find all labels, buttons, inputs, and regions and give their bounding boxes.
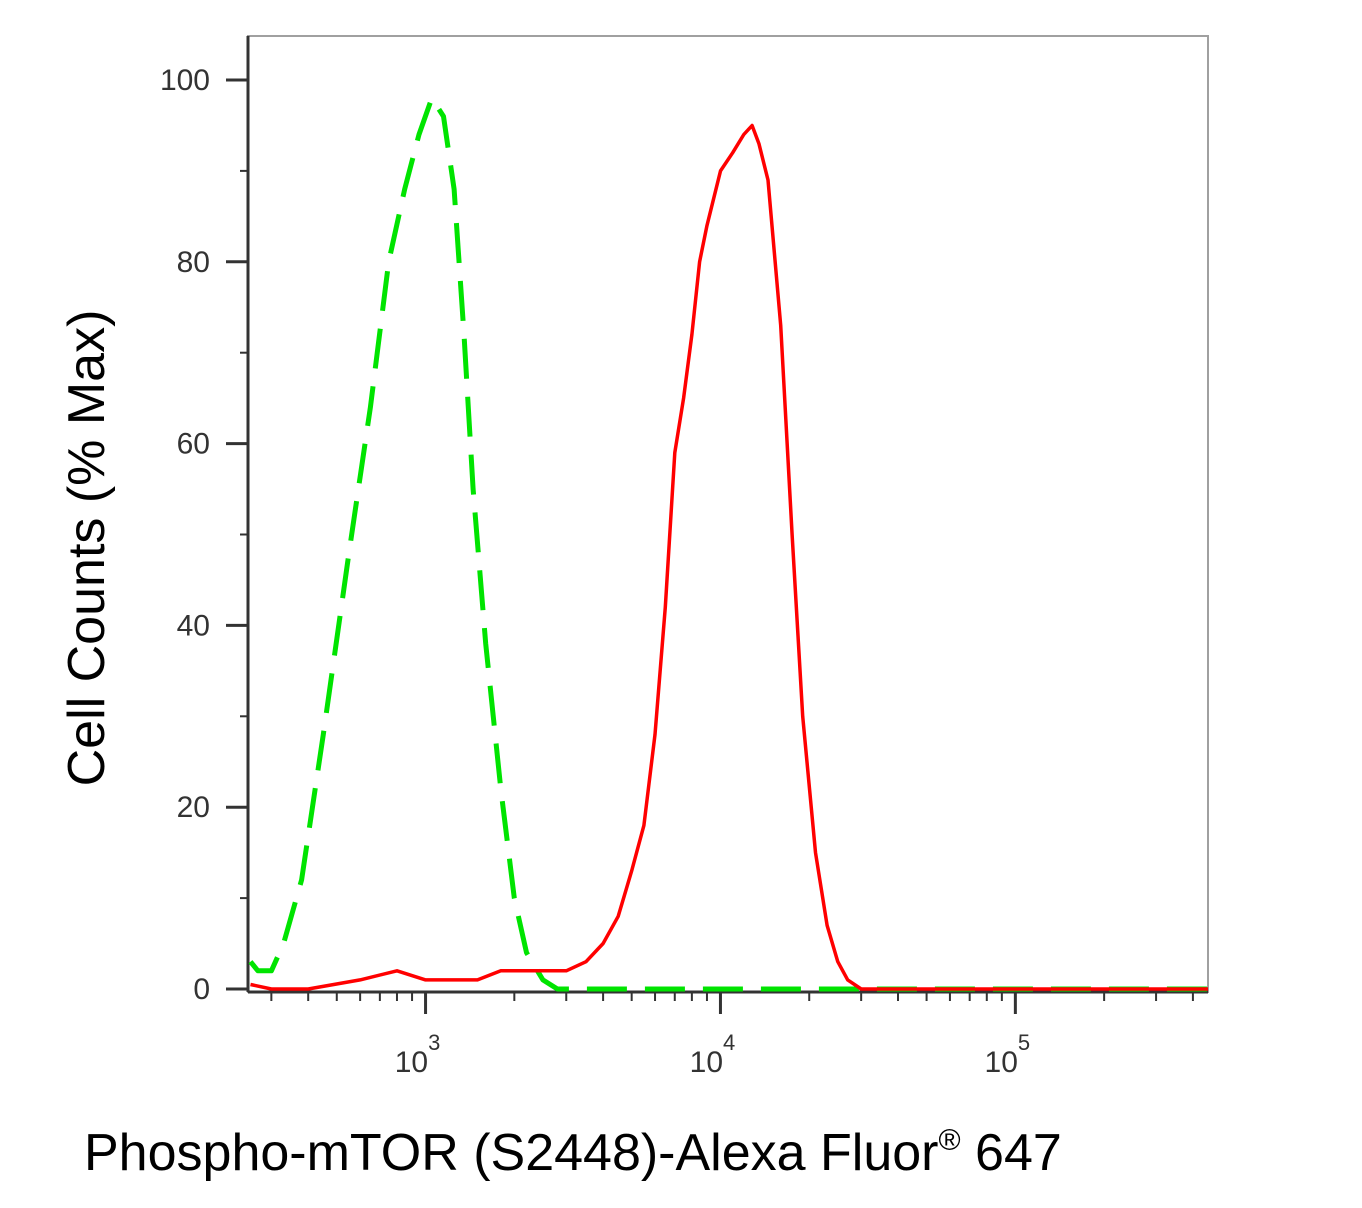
y-tick-label: 40 bbox=[177, 609, 210, 642]
x-axis-title-registered-mark: ® bbox=[939, 1124, 961, 1157]
y-axis-title: Cell Counts (% Max) bbox=[58, 310, 116, 787]
x-axis-title-main: Phospho-mTOR (S2448)-Alexa Fluor bbox=[84, 1124, 939, 1182]
x-axis-title-suffix: 647 bbox=[961, 1124, 1062, 1182]
plot-frame bbox=[247, 35, 1209, 993]
x-tick-label: 103 bbox=[395, 1030, 441, 1079]
y-axis: 0 20 40 60 80 100 bbox=[160, 36, 250, 1006]
series-line-dashed bbox=[248, 95, 1208, 992]
x-axis-title: Phospho-mTOR (S2448)-Alexa Fluor® 647 bbox=[84, 1124, 1062, 1182]
y-tick-label: 0 bbox=[193, 973, 210, 1006]
series-layer bbox=[248, 95, 1208, 992]
series-line-solid bbox=[250, 123, 1208, 991]
x-tick-label: 104 bbox=[690, 1030, 736, 1079]
y-tick-label: 20 bbox=[177, 791, 210, 824]
x-tick-label: 105 bbox=[985, 1030, 1031, 1079]
y-tick-label: 60 bbox=[177, 428, 210, 461]
y-tick-label: 80 bbox=[177, 246, 210, 279]
y-tick-label: 100 bbox=[160, 64, 210, 97]
x-axis: 103 104 105 bbox=[248, 990, 1208, 1079]
